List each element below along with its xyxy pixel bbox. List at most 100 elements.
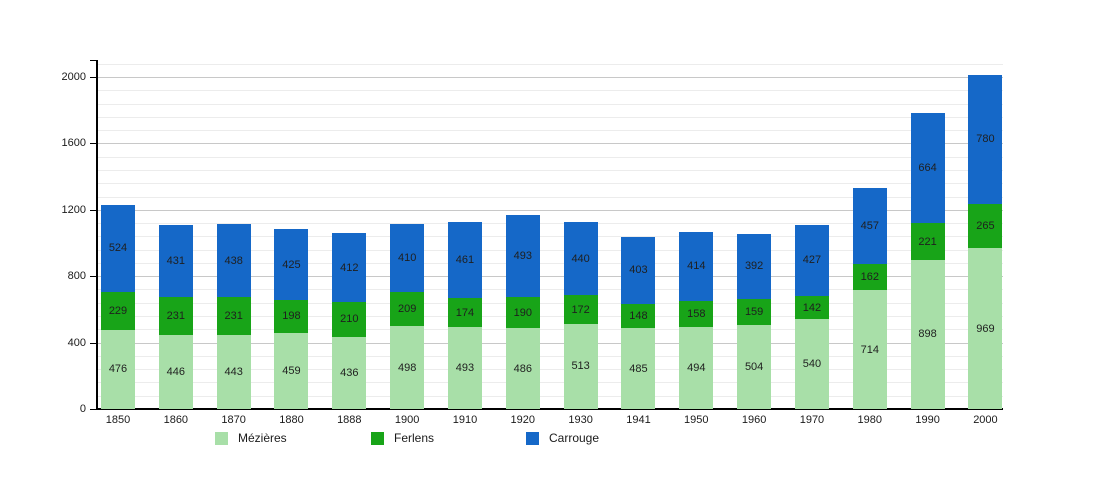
bar-segment-ferlens bbox=[216, 297, 251, 336]
bar-value-label: 231 bbox=[166, 309, 185, 322]
legend-label: Carrouge bbox=[549, 431, 600, 445]
bar-segment-mzires bbox=[101, 329, 135, 409]
bar-segment-carrouge bbox=[679, 232, 714, 301]
minor-gridline bbox=[97, 249, 1003, 251]
bar-segment-carrouge bbox=[332, 233, 367, 302]
bar-segment-mzires bbox=[621, 328, 656, 409]
minor-gridline bbox=[97, 90, 1003, 92]
legend-swatch-ferlens bbox=[371, 432, 384, 445]
bar-segment-mzires bbox=[563, 323, 598, 409]
y-tick-mark bbox=[90, 342, 97, 344]
bar-segment-carrouge bbox=[101, 204, 135, 292]
x-tick-label: 1930 bbox=[568, 414, 593, 426]
bar-segment-mzires bbox=[158, 334, 193, 409]
bar-segment-mzires bbox=[216, 335, 251, 409]
bar-segment-ferlens bbox=[968, 204, 1003, 249]
bar-segment-carrouge bbox=[621, 237, 656, 304]
bar-value-label: 209 bbox=[397, 302, 417, 315]
bar-value-label: 431 bbox=[166, 254, 185, 267]
minor-gridline bbox=[97, 183, 1003, 185]
bar-value-label: 485 bbox=[629, 362, 648, 375]
bar-segment-ferlens bbox=[390, 291, 425, 327]
minor-gridline bbox=[97, 329, 1003, 331]
bar-value-label: 403 bbox=[629, 264, 648, 277]
bar-value-label: 174 bbox=[455, 306, 475, 319]
y-tick-label: 800 bbox=[67, 270, 86, 283]
x-tick-label: 1910 bbox=[452, 414, 478, 426]
bar-value-label: 443 bbox=[224, 366, 243, 379]
y-tick-mark bbox=[90, 77, 97, 78]
bar-segment-mzires bbox=[852, 290, 887, 409]
major-gridline bbox=[97, 77, 1003, 78]
bar-segment-carrouge bbox=[910, 113, 945, 224]
bar-segment-ferlens bbox=[621, 303, 656, 329]
x-tick-label: 1860 bbox=[163, 414, 189, 426]
minor-gridline bbox=[97, 316, 1003, 318]
y-tick-mark bbox=[90, 143, 97, 145]
bar-segment-carrouge bbox=[447, 221, 482, 299]
bar-value-label: 412 bbox=[340, 261, 359, 274]
y-axis bbox=[96, 60, 98, 409]
minor-gridline bbox=[97, 130, 1003, 132]
bar-value-label: 414 bbox=[687, 260, 706, 273]
bar-segment-carrouge bbox=[794, 224, 829, 296]
bar-value-label: 427 bbox=[802, 254, 822, 267]
bar-segment-mzires bbox=[447, 327, 482, 409]
bar-segment-carrouge bbox=[274, 229, 309, 300]
x-tick-label: 1850 bbox=[105, 414, 131, 426]
y-tick-label: 400 bbox=[67, 336, 86, 349]
bar-value-label: 780 bbox=[976, 133, 995, 146]
y-tick-mark bbox=[90, 209, 97, 211]
bar-segment-carrouge bbox=[852, 187, 887, 264]
bar-segment-ferlens bbox=[158, 296, 193, 335]
legend-label: Mézières bbox=[238, 431, 287, 445]
x-tick-label: 1900 bbox=[394, 414, 420, 426]
bar-segment-carrouge bbox=[968, 74, 1003, 205]
minor-gridline bbox=[97, 196, 1003, 198]
x-tick-label: 1888 bbox=[337, 414, 362, 426]
bar-segment-carrouge bbox=[505, 214, 540, 297]
y-tick-label: 1600 bbox=[61, 137, 86, 150]
bar-value-label: 476 bbox=[108, 363, 128, 376]
bar-segment-mzires bbox=[968, 248, 1003, 409]
y-tick-mark bbox=[90, 409, 97, 410]
bar-value-label: 446 bbox=[166, 365, 185, 378]
bar-segment-ferlens bbox=[332, 301, 367, 337]
bar-segment-carrouge bbox=[216, 224, 251, 298]
bar-value-label: 486 bbox=[513, 362, 532, 375]
bar-value-label: 504 bbox=[744, 361, 764, 374]
bar-value-label: 461 bbox=[455, 254, 475, 266]
bar-segment-ferlens bbox=[852, 263, 887, 291]
y-tick-label: 2000 bbox=[61, 71, 86, 83]
bar-value-label: 513 bbox=[571, 360, 590, 373]
x-tick-label: 1970 bbox=[799, 414, 825, 426]
bar-value-label: 440 bbox=[571, 252, 590, 265]
legend-swatch-carrouge bbox=[526, 432, 539, 445]
minor-gridline bbox=[97, 382, 1003, 384]
major-gridline bbox=[97, 143, 1003, 145]
minor-gridline bbox=[97, 289, 1003, 291]
bar-segment-ferlens bbox=[910, 223, 945, 260]
legend-label: Ferlens bbox=[394, 431, 435, 445]
bar-value-label: 436 bbox=[340, 366, 359, 379]
bar-segment-mzires bbox=[910, 259, 945, 409]
major-gridline bbox=[97, 276, 1003, 278]
bar-value-label: 494 bbox=[687, 361, 706, 374]
bar-value-label: 221 bbox=[918, 235, 937, 248]
major-gridline bbox=[97, 209, 1003, 211]
minor-gridline bbox=[97, 302, 1003, 304]
bar-segment-mzires bbox=[679, 326, 714, 409]
bar-segment-carrouge bbox=[390, 223, 425, 292]
bar-segment-carrouge bbox=[158, 225, 193, 297]
y-tick-mark bbox=[90, 60, 97, 61]
bar-value-label: 524 bbox=[108, 242, 128, 255]
bar-value-label: 540 bbox=[802, 358, 822, 371]
bar-value-label: 158 bbox=[687, 307, 706, 320]
minor-gridline bbox=[97, 156, 1003, 158]
bar-segment-ferlens bbox=[679, 300, 714, 327]
bar-segment-mzires bbox=[737, 325, 772, 409]
bar-value-label: 231 bbox=[224, 310, 243, 323]
minor-gridline bbox=[97, 223, 1003, 225]
bar-value-label: 148 bbox=[629, 310, 648, 323]
bar-value-label: 459 bbox=[282, 364, 301, 377]
